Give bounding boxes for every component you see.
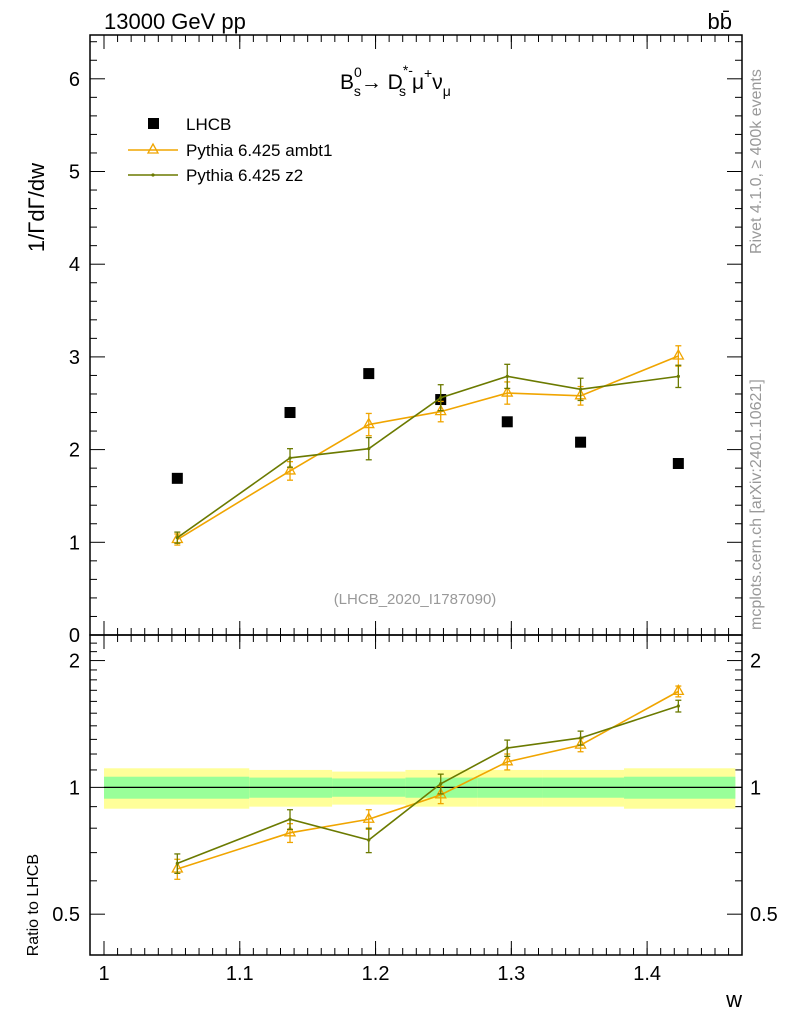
data-point-lhcb <box>363 368 375 380</box>
legend: LHCB Pythia 6.425 ambt1 Pythia 6.425 z2 <box>128 115 332 185</box>
x-tick-label: 1.2 <box>362 963 390 985</box>
ratio-point-z2 <box>175 861 179 865</box>
rivet-label: Rivet 4.1.0, ≥ 400k events <box>748 69 765 254</box>
ratio-tick-label-right: 2 <box>750 651 761 673</box>
ratio-point-z2 <box>676 704 680 708</box>
data-point-lhcb <box>501 416 513 428</box>
ratio-point-ambt1 <box>574 737 587 749</box>
ratio-point-z2 <box>505 746 509 750</box>
ratio-point-z2 <box>367 838 371 842</box>
ratio-tick-label: 0.5 <box>52 904 80 926</box>
series-line-ambt1 <box>176 355 679 541</box>
y-tick-label: 2 <box>69 440 80 462</box>
ratio-tick-label: 1 <box>69 777 80 799</box>
process-title: B0 s→ D*-s μ+νμ <box>340 62 451 99</box>
y-tick-label: 0 <box>69 625 80 647</box>
legend-label-ambt1: Pythia 6.425 ambt1 <box>186 141 332 160</box>
data-point-z2 <box>578 387 583 391</box>
data-point-lhcb <box>575 436 587 448</box>
data-point-lhcb <box>171 472 183 484</box>
y-tick-label: 5 <box>69 162 80 184</box>
y-axis-title: 1/ΓdΓ/dw <box>24 163 49 252</box>
data-point-z2 <box>367 447 371 451</box>
data-point-ambt1 <box>283 463 297 475</box>
data-point-ambt1 <box>672 348 685 360</box>
series-line-z2 <box>176 375 679 539</box>
legend-label-z2: Pythia 6.425 z2 <box>186 166 303 185</box>
data-point-lhcb <box>672 458 684 470</box>
x-tick-label: 1.4 <box>633 963 661 985</box>
x-tick-label: 1 <box>98 963 109 985</box>
ratio-point-z2 <box>439 782 443 786</box>
ratio-axis-title: Ratio to LHCB <box>25 854 42 956</box>
ratio-point-ambt1 <box>283 825 297 837</box>
data-point-z2 <box>676 374 680 378</box>
mcplots-label: mcplots.cern.ch [arXiv:2401.10621] <box>748 379 765 630</box>
ratio-point-z2 <box>288 817 292 821</box>
data-point-z2 <box>288 456 292 460</box>
ratio-point-ambt1 <box>362 811 375 823</box>
legend-marker-ambt1 <box>146 142 160 154</box>
x-tick-label: 1.3 <box>497 963 525 985</box>
analysis-id: (LHCB_2020_I1787090) <box>334 591 497 608</box>
data-point-z2 <box>175 536 179 540</box>
x-tick-label: 1.1 <box>226 963 254 985</box>
data-point-ambt1 <box>501 385 514 397</box>
ratio-point-ambt1 <box>672 684 685 696</box>
data-point-z2 <box>439 396 443 400</box>
legend-marker-lhcb <box>148 118 159 129</box>
ratio-tick-label: 2 <box>69 651 80 673</box>
legend-marker-z2 <box>151 173 155 177</box>
y-tick-label: 4 <box>69 254 80 276</box>
y-tick-label: 6 <box>69 69 80 91</box>
energy-label: 13000 GeV pp <box>104 9 246 34</box>
y-tick-label: 1 <box>69 532 80 554</box>
legend-label-lhcb: LHCB <box>186 115 231 134</box>
data-point-ambt1 <box>362 417 375 429</box>
ratio-point-z2 <box>578 736 583 740</box>
x-axis-title: w <box>725 987 742 1012</box>
y-tick-label: 3 <box>69 347 80 369</box>
ratio-tick-label-right: 0.5 <box>750 904 778 926</box>
ratio-tick-label-right: 1 <box>750 777 761 799</box>
ratio-point-ambt1 <box>501 754 514 766</box>
final-state-label: bb̄ <box>708 9 732 34</box>
data-point-lhcb <box>284 407 296 419</box>
data-point-z2 <box>505 374 509 378</box>
